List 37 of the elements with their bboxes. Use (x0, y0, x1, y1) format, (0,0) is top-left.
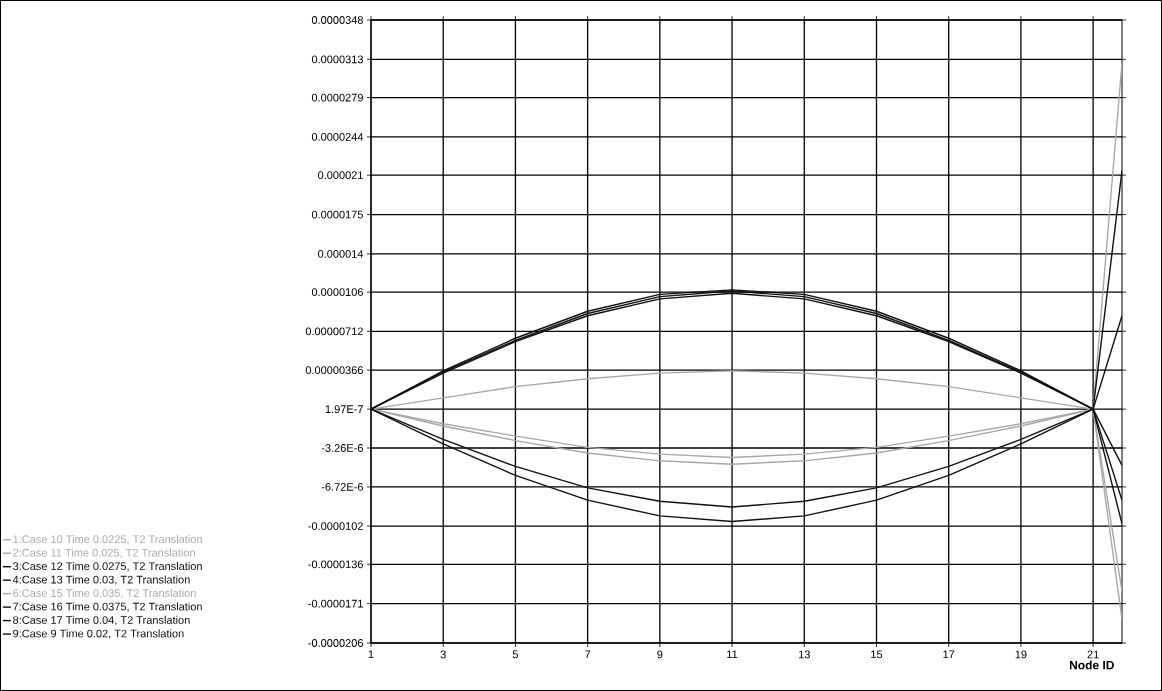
legend-label: 8:Case 17 Time 0.04, T2 Translation (13, 615, 190, 626)
x-tick-label: 1 (368, 650, 374, 659)
y-tick-label: 0.00000712 (305, 327, 363, 336)
y-tick-label: -3.26E-6 (321, 444, 363, 452)
x-tick-label: 19 (1015, 650, 1027, 659)
y-tick-label: 0.00000366 (305, 366, 363, 375)
y-tick-label: 0.000014 (318, 250, 364, 258)
x-tick-label: 11 (727, 650, 738, 659)
x-tick-label: 9 (657, 650, 663, 659)
y-tick-label: 0.0000348 (311, 16, 363, 24)
y-tick-label: 0.0000106 (311, 288, 363, 297)
y-tick-label: -0.0000102 (308, 522, 363, 530)
x-tick-label: 15 (871, 650, 883, 659)
x-tick-label: 21 (1087, 650, 1099, 659)
y-tick-label: 1.97E-7 (325, 405, 363, 414)
x-tick-label: 7 (585, 650, 591, 659)
y-tick-label: 0.0000244 (311, 133, 364, 141)
legend-label: 7:Case 16 Time 0.0375, T2 Translation (13, 602, 202, 612)
x-axis-title: Node ID (1069, 660, 1114, 670)
legend-label: 4:Case 13 Time 0.03, T2 Translation (12, 575, 190, 585)
y-tick-label: 0.0000175 (311, 210, 363, 219)
y-tick-label: -0.0000206 (308, 639, 363, 647)
legend-label: 6:Case 15 Time 0.035, T2 Translation (13, 588, 196, 599)
y-tick-label: -0.0000136 (308, 560, 363, 569)
x-tick-label: 5 (512, 650, 519, 659)
y-tick-label: -0.0000171 (308, 599, 363, 608)
x-tick-label: 17 (943, 650, 955, 659)
legend-label: 1:Case 10 Time 0.0225, T2 Translation (13, 535, 202, 545)
y-tick-label: 0.0000279 (311, 93, 363, 102)
legend-label: 3:Case 12 Time 0.0275, T2 Translation (13, 561, 202, 572)
legend-label: 9:Case 9 Time 0.02, T2 Translation (13, 629, 184, 639)
y-tick-label: -6.72E-6 (321, 483, 363, 491)
y-tick-label: 0.0000313 (311, 55, 363, 64)
x-tick-label: 13 (798, 650, 810, 659)
y-tick-label: 0.000021 (318, 171, 363, 180)
x-tick-label: 3 (440, 650, 446, 659)
legend-label: 2:Case 11 Time 0.025, T2 Translation (13, 548, 195, 558)
